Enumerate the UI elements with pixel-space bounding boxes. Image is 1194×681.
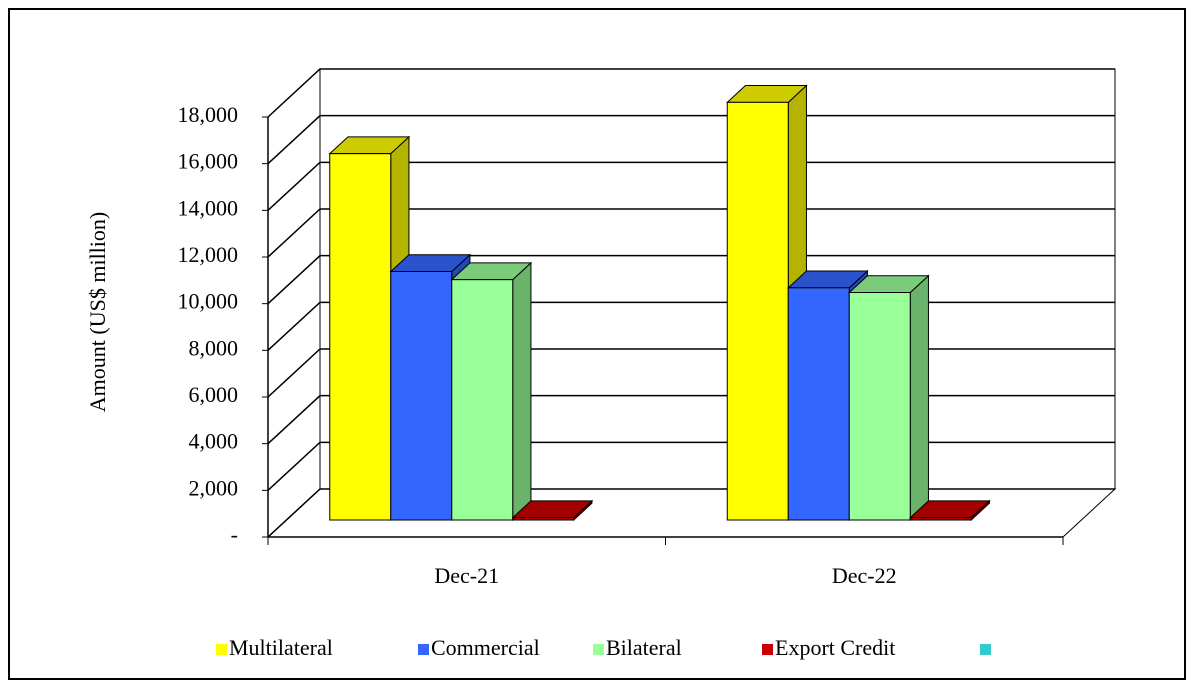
bar-front bbox=[726, 101, 789, 521]
bar-front bbox=[848, 292, 911, 521]
y-tick-label: 2,000 bbox=[189, 475, 239, 500]
y-tick-label: 18,000 bbox=[178, 102, 239, 127]
y-tick-label: 16,000 bbox=[178, 149, 239, 174]
y-tick-label: 14,000 bbox=[178, 195, 239, 220]
bar bbox=[908, 499, 991, 522]
legend-swatch bbox=[418, 644, 429, 655]
bar-front bbox=[390, 271, 453, 521]
grid-line bbox=[267, 114, 1115, 165]
legend-swatch bbox=[762, 644, 773, 655]
y-tick-label: 4,000 bbox=[189, 429, 239, 454]
legend-label: Export Credit bbox=[775, 635, 895, 660]
y-tick-label: 6,000 bbox=[189, 382, 239, 407]
bar-front bbox=[512, 517, 575, 521]
bar bbox=[847, 274, 930, 522]
x-tick-label: Dec-22 bbox=[832, 563, 897, 588]
bar bbox=[511, 499, 594, 522]
y-axis-label: Amount (US$ million) bbox=[85, 212, 110, 412]
x-tick-label: Dec-21 bbox=[434, 563, 499, 588]
bar-front bbox=[787, 287, 850, 521]
legend-label: Commercial bbox=[431, 635, 540, 660]
bar-front bbox=[451, 279, 514, 521]
bar-side bbox=[909, 274, 929, 522]
y-tick-label: 12,000 bbox=[178, 242, 239, 267]
bar-front bbox=[909, 517, 972, 521]
bar-front bbox=[329, 153, 392, 521]
grid-line bbox=[267, 68, 1115, 118]
grid-line bbox=[267, 161, 1115, 211]
chart-border bbox=[8, 8, 1186, 680]
legend-swatch bbox=[216, 644, 227, 655]
y-tick-label: - bbox=[231, 522, 238, 547]
legend-label: Bilateral bbox=[606, 635, 682, 660]
y-tick-label: 8,000 bbox=[189, 335, 239, 360]
y-tick-label: 10,000 bbox=[178, 289, 239, 314]
bar-side bbox=[512, 261, 532, 522]
bar bbox=[450, 261, 533, 522]
legend-swatch bbox=[980, 644, 991, 655]
grid-line bbox=[267, 254, 1115, 305]
legend-label: Multilateral bbox=[229, 635, 333, 660]
grid-line bbox=[267, 208, 1115, 258]
legend-swatch bbox=[593, 644, 604, 655]
